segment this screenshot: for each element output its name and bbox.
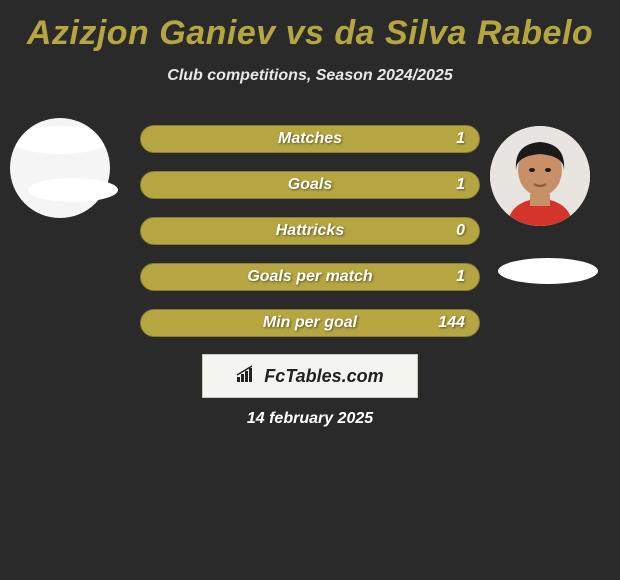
- stat-label: Min per goal: [141, 314, 479, 332]
- stat-row: Goals per match 1: [140, 263, 480, 291]
- stat-label: Goals: [141, 176, 479, 194]
- logo-prefix: Fc: [264, 366, 285, 386]
- avatar-placeholder-icon: [10, 118, 110, 218]
- logo-suffix: Tables.com: [285, 366, 383, 386]
- source-logo-text: FcTables.com: [264, 366, 383, 387]
- stat-row: Hattricks 0: [140, 217, 480, 245]
- stat-value-right: 0: [456, 222, 465, 240]
- player-badge-left: [28, 178, 118, 202]
- stats-container: Matches 1 Goals 1 Hattricks 0 Goals per …: [140, 125, 480, 355]
- stat-label: Goals per match: [141, 268, 479, 286]
- stat-value-right: 1: [456, 130, 465, 148]
- bar-chart-icon: [236, 365, 258, 388]
- player-avatar-right: [490, 126, 590, 226]
- stat-label: Hattricks: [141, 222, 479, 240]
- source-logo: FcTables.com: [202, 354, 418, 398]
- stat-value-right: 144: [438, 314, 465, 332]
- stat-value-right: 1: [456, 268, 465, 286]
- stat-row: Matches 1: [140, 125, 480, 153]
- player-avatar-left: [10, 118, 110, 218]
- comparison-date: 14 february 2025: [0, 410, 620, 428]
- stat-value-right: 1: [456, 176, 465, 194]
- stat-row: Goals 1: [140, 171, 480, 199]
- stat-label: Matches: [141, 130, 479, 148]
- comparison-subtitle: Club competitions, Season 2024/2025: [0, 67, 620, 85]
- avatar-photo-icon: [490, 126, 590, 226]
- player-badge-right: [498, 258, 598, 284]
- stat-row: Min per goal 144: [140, 309, 480, 337]
- comparison-title: Azizjon Ganiev vs da Silva Rabelo: [0, 0, 620, 53]
